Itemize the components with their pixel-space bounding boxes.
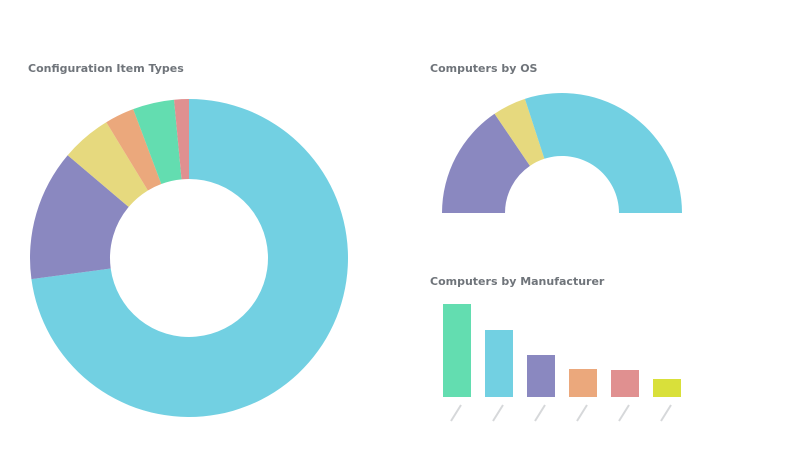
donut-segment — [67, 122, 148, 207]
chart-title: Configuration Item Types — [28, 62, 184, 75]
blurred-label — [534, 404, 546, 422]
donut-segment — [31, 99, 348, 417]
chart-title: Computers by Manufacturer — [430, 275, 605, 288]
bar — [485, 330, 513, 397]
bar — [653, 379, 681, 397]
donut-segment — [106, 109, 162, 191]
bar — [527, 355, 555, 397]
donut-segment — [442, 113, 530, 213]
donut-segment — [133, 99, 182, 185]
donut-segment — [174, 99, 189, 180]
bar — [569, 369, 597, 397]
bar — [611, 370, 639, 397]
blurred-label — [660, 404, 672, 422]
blurred-label — [576, 404, 588, 422]
blurred-label — [450, 404, 462, 422]
donut-segment — [524, 93, 682, 213]
donut-segment — [494, 98, 545, 166]
blurred-label — [492, 404, 504, 422]
bar — [443, 304, 471, 397]
blurred-label — [618, 404, 630, 422]
chart-title: Computers by OS — [430, 62, 538, 75]
donut-segment — [29, 155, 129, 280]
